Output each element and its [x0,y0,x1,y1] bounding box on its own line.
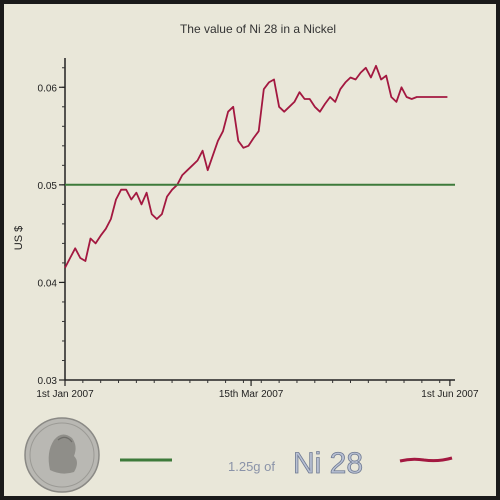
chart-background [4,4,496,496]
series-line-ni28-value [64,64,448,269]
legend-element: Ni 28 [293,447,363,480]
y-tick-label: 0.04 [38,278,58,289]
y-tick-label: 0.03 [38,376,58,387]
y-tick-label: 0.06 [38,83,58,94]
nickel-coin-icon [24,417,100,493]
legend: 1.25g of Ni 28 [120,447,453,480]
x-tick-label: 1st Jan 2007 [36,389,94,400]
chart-title: The value of Ni 28 in a Nickel [180,22,336,36]
y-tick-label: 0.05 [38,181,58,192]
x-tick-label: 1st Jun 2007 [421,389,479,400]
y-axis-label: US $ [13,226,25,250]
legend-prefix: 1.25g of [228,459,275,474]
axes: 0.03 0.04 0.05 0.06 1st Jan 2007 15th Mar 200… [36,58,479,400]
x-tick-label: 15th Mar 2007 [219,389,284,400]
legend-swatch-red [399,456,453,463]
series-layer [64,64,455,269]
